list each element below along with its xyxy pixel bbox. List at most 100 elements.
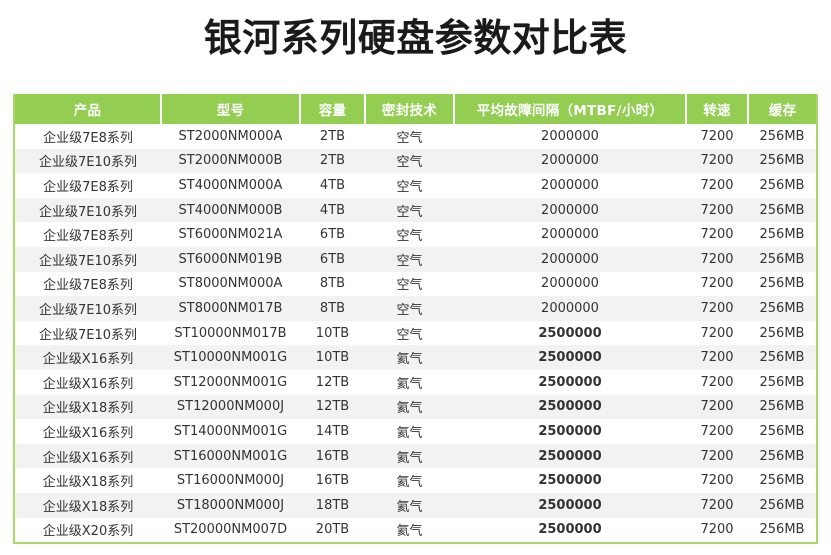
cell-seal: 氦气 [365, 345, 454, 370]
cell-seal: 空气 [365, 271, 454, 297]
cell-cache: 256MB [748, 345, 816, 370]
cell-capacity: 12TB [300, 369, 365, 395]
cell-seal: 氦气 [365, 394, 454, 420]
cell-seal: 氦气 [365, 517, 454, 543]
cell-model: ST4000NM000A [161, 173, 300, 198]
cell-product: 企业级X18系列 [15, 394, 161, 420]
cell-seal: 氦气 [365, 419, 454, 444]
cell-model: ST18000NM000J [161, 492, 300, 518]
cell-cache: 256MB [748, 173, 816, 198]
cell-capacity: 6TB [300, 246, 365, 272]
cell-mtbf: 2500000 [454, 345, 686, 370]
cell-model: ST6000NM021A [161, 222, 300, 247]
cell-product: 企业级7E8系列 [15, 271, 161, 297]
cell-seal: 空气 [365, 246, 454, 272]
cell-product: 企业级X18系列 [15, 492, 161, 518]
column-header-cache: 缓存 [748, 94, 816, 124]
cell-product: 企业级X16系列 [15, 419, 161, 444]
cell-mtbf: 2500000 [454, 419, 686, 444]
cell-cache: 256MB [748, 394, 816, 420]
cell-capacity: 6TB [300, 222, 365, 247]
cell-model: ST4000NM000B [161, 197, 300, 223]
cell-mtbf: 2500000 [454, 369, 686, 395]
cell-cache: 256MB [748, 148, 816, 174]
cell-rpm: 7200 [686, 173, 748, 198]
cell-cache: 256MB [748, 222, 816, 247]
table-row: 企业级7E10系列 ST10000NM017B 10TB 空气 2500000 7200 2… [15, 320, 816, 346]
cell-capacity: 20TB [300, 517, 365, 543]
cell-model: ST10000NM017B [161, 320, 300, 346]
cell-model: ST12000NM001G [161, 369, 300, 395]
cell-rpm: 7200 [686, 296, 748, 321]
table-row: 企业级X18系列 ST16000NM000J 16TB 氦气 2500000 7200 25… [15, 468, 816, 493]
cell-model: ST6000NM019B [161, 246, 300, 272]
cell-seal: 空气 [365, 148, 454, 174]
cell-capacity: 8TB [300, 296, 365, 321]
cell-seal: 氦气 [365, 468, 454, 493]
cell-seal: 空气 [365, 197, 454, 223]
table-row: 企业级X16系列 ST12000NM001G 12TB 氦气 2500000 7200 25… [15, 369, 816, 395]
cell-model: ST20000NM007D [161, 517, 300, 543]
cell-seal: 氦气 [365, 443, 454, 469]
cell-mtbf: 2000000 [454, 197, 686, 223]
column-header-product: 产品 [15, 94, 162, 124]
table-header-row: 产品 型号 容量 密封技术 平均故障间隔（MTBF/小时） 转速 缓存 [15, 94, 816, 124]
cell-mtbf: 2000000 [454, 148, 686, 174]
cell-rpm: 7200 [686, 148, 748, 174]
cell-capacity: 10TB [300, 345, 365, 370]
column-header-capacity: 容量 [300, 94, 366, 124]
cell-product: 企业级X16系列 [15, 345, 161, 370]
table-row: 企业级X18系列 ST18000NM000J 18TB 氦气 2500000 7200 25… [15, 492, 816, 518]
cell-capacity: 16TB [300, 443, 365, 469]
cell-product: 企业级X16系列 [15, 443, 161, 469]
table-row: 企业级X16系列 ST10000NM001G 10TB 氦气 2500000 7200 25… [15, 345, 816, 370]
cell-product: 企业级7E10系列 [15, 320, 161, 346]
cell-rpm: 7200 [686, 492, 748, 518]
cell-capacity: 2TB [300, 148, 365, 174]
table-row: 企业级7E10系列 ST4000NM000B 4TB 空气 2000000 7200 256… [15, 197, 816, 223]
table-row: 企业级X16系列 ST14000NM001G 14TB 氦气 2500000 7200 25… [15, 419, 816, 444]
spec-table-container: 产品 型号 容量 密封技术 平均故障间隔（MTBF/小时） 转速 缓存 企业级7… [13, 94, 818, 545]
cell-model: ST16000NM001G [161, 443, 300, 469]
cell-mtbf: 2500000 [454, 492, 686, 518]
cell-mtbf: 2000000 [454, 246, 686, 272]
cell-seal: 空气 [365, 222, 454, 247]
cell-model: ST12000NM000J [161, 394, 300, 420]
cell-product: 企业级7E8系列 [15, 222, 161, 247]
cell-capacity: 16TB [300, 468, 365, 493]
cell-model: ST10000NM001G [161, 345, 300, 370]
cell-rpm: 7200 [686, 468, 748, 493]
cell-model: ST2000NM000A [161, 124, 300, 149]
cell-mtbf: 2500000 [454, 517, 686, 543]
table-row: 企业级7E8系列 ST4000NM000A 4TB 空气 2000000 7200 256M… [15, 173, 816, 198]
column-header-mtbf: 平均故障间隔（MTBF/小时） [454, 94, 687, 124]
cell-cache: 256MB [748, 197, 816, 223]
cell-cache: 256MB [748, 492, 816, 518]
table-row: 企业级X16系列 ST16000NM001G 16TB 氦气 2500000 7200 25… [15, 443, 816, 469]
cell-cache: 256MB [748, 419, 816, 444]
cell-seal: 空气 [365, 320, 454, 346]
cell-rpm: 7200 [686, 345, 748, 370]
cell-cache: 256MB [748, 443, 816, 469]
cell-rpm: 7200 [686, 419, 748, 444]
cell-seal: 空气 [365, 124, 454, 149]
cell-mtbf: 2000000 [454, 296, 686, 321]
cell-rpm: 7200 [686, 246, 748, 272]
cell-capacity: 10TB [300, 320, 365, 346]
cell-cache: 256MB [748, 320, 816, 346]
table-row: 企业级7E8系列 ST2000NM000A 2TB 空气 2000000 7200 256M… [15, 124, 816, 149]
cell-cache: 256MB [748, 468, 816, 493]
disk-spec-table: 产品 型号 容量 密封技术 平均故障间隔（MTBF/小时） 转速 缓存 企业级7… [15, 94, 816, 543]
cell-product: 企业级7E10系列 [15, 296, 161, 321]
cell-product: 企业级7E10系列 [15, 197, 161, 223]
page-title: 银河系列硬盘参数对比表 [203, 16, 628, 60]
cell-cache: 256MB [748, 124, 816, 149]
cell-product: 企业级7E8系列 [15, 124, 161, 149]
cell-mtbf: 2000000 [454, 124, 686, 149]
cell-product: 企业级7E10系列 [15, 148, 161, 174]
column-header-model: 型号 [161, 94, 301, 124]
cell-product: 企业级7E8系列 [15, 173, 161, 198]
cell-rpm: 7200 [686, 369, 748, 395]
cell-rpm: 7200 [686, 271, 748, 297]
cell-seal: 氦气 [365, 492, 454, 518]
